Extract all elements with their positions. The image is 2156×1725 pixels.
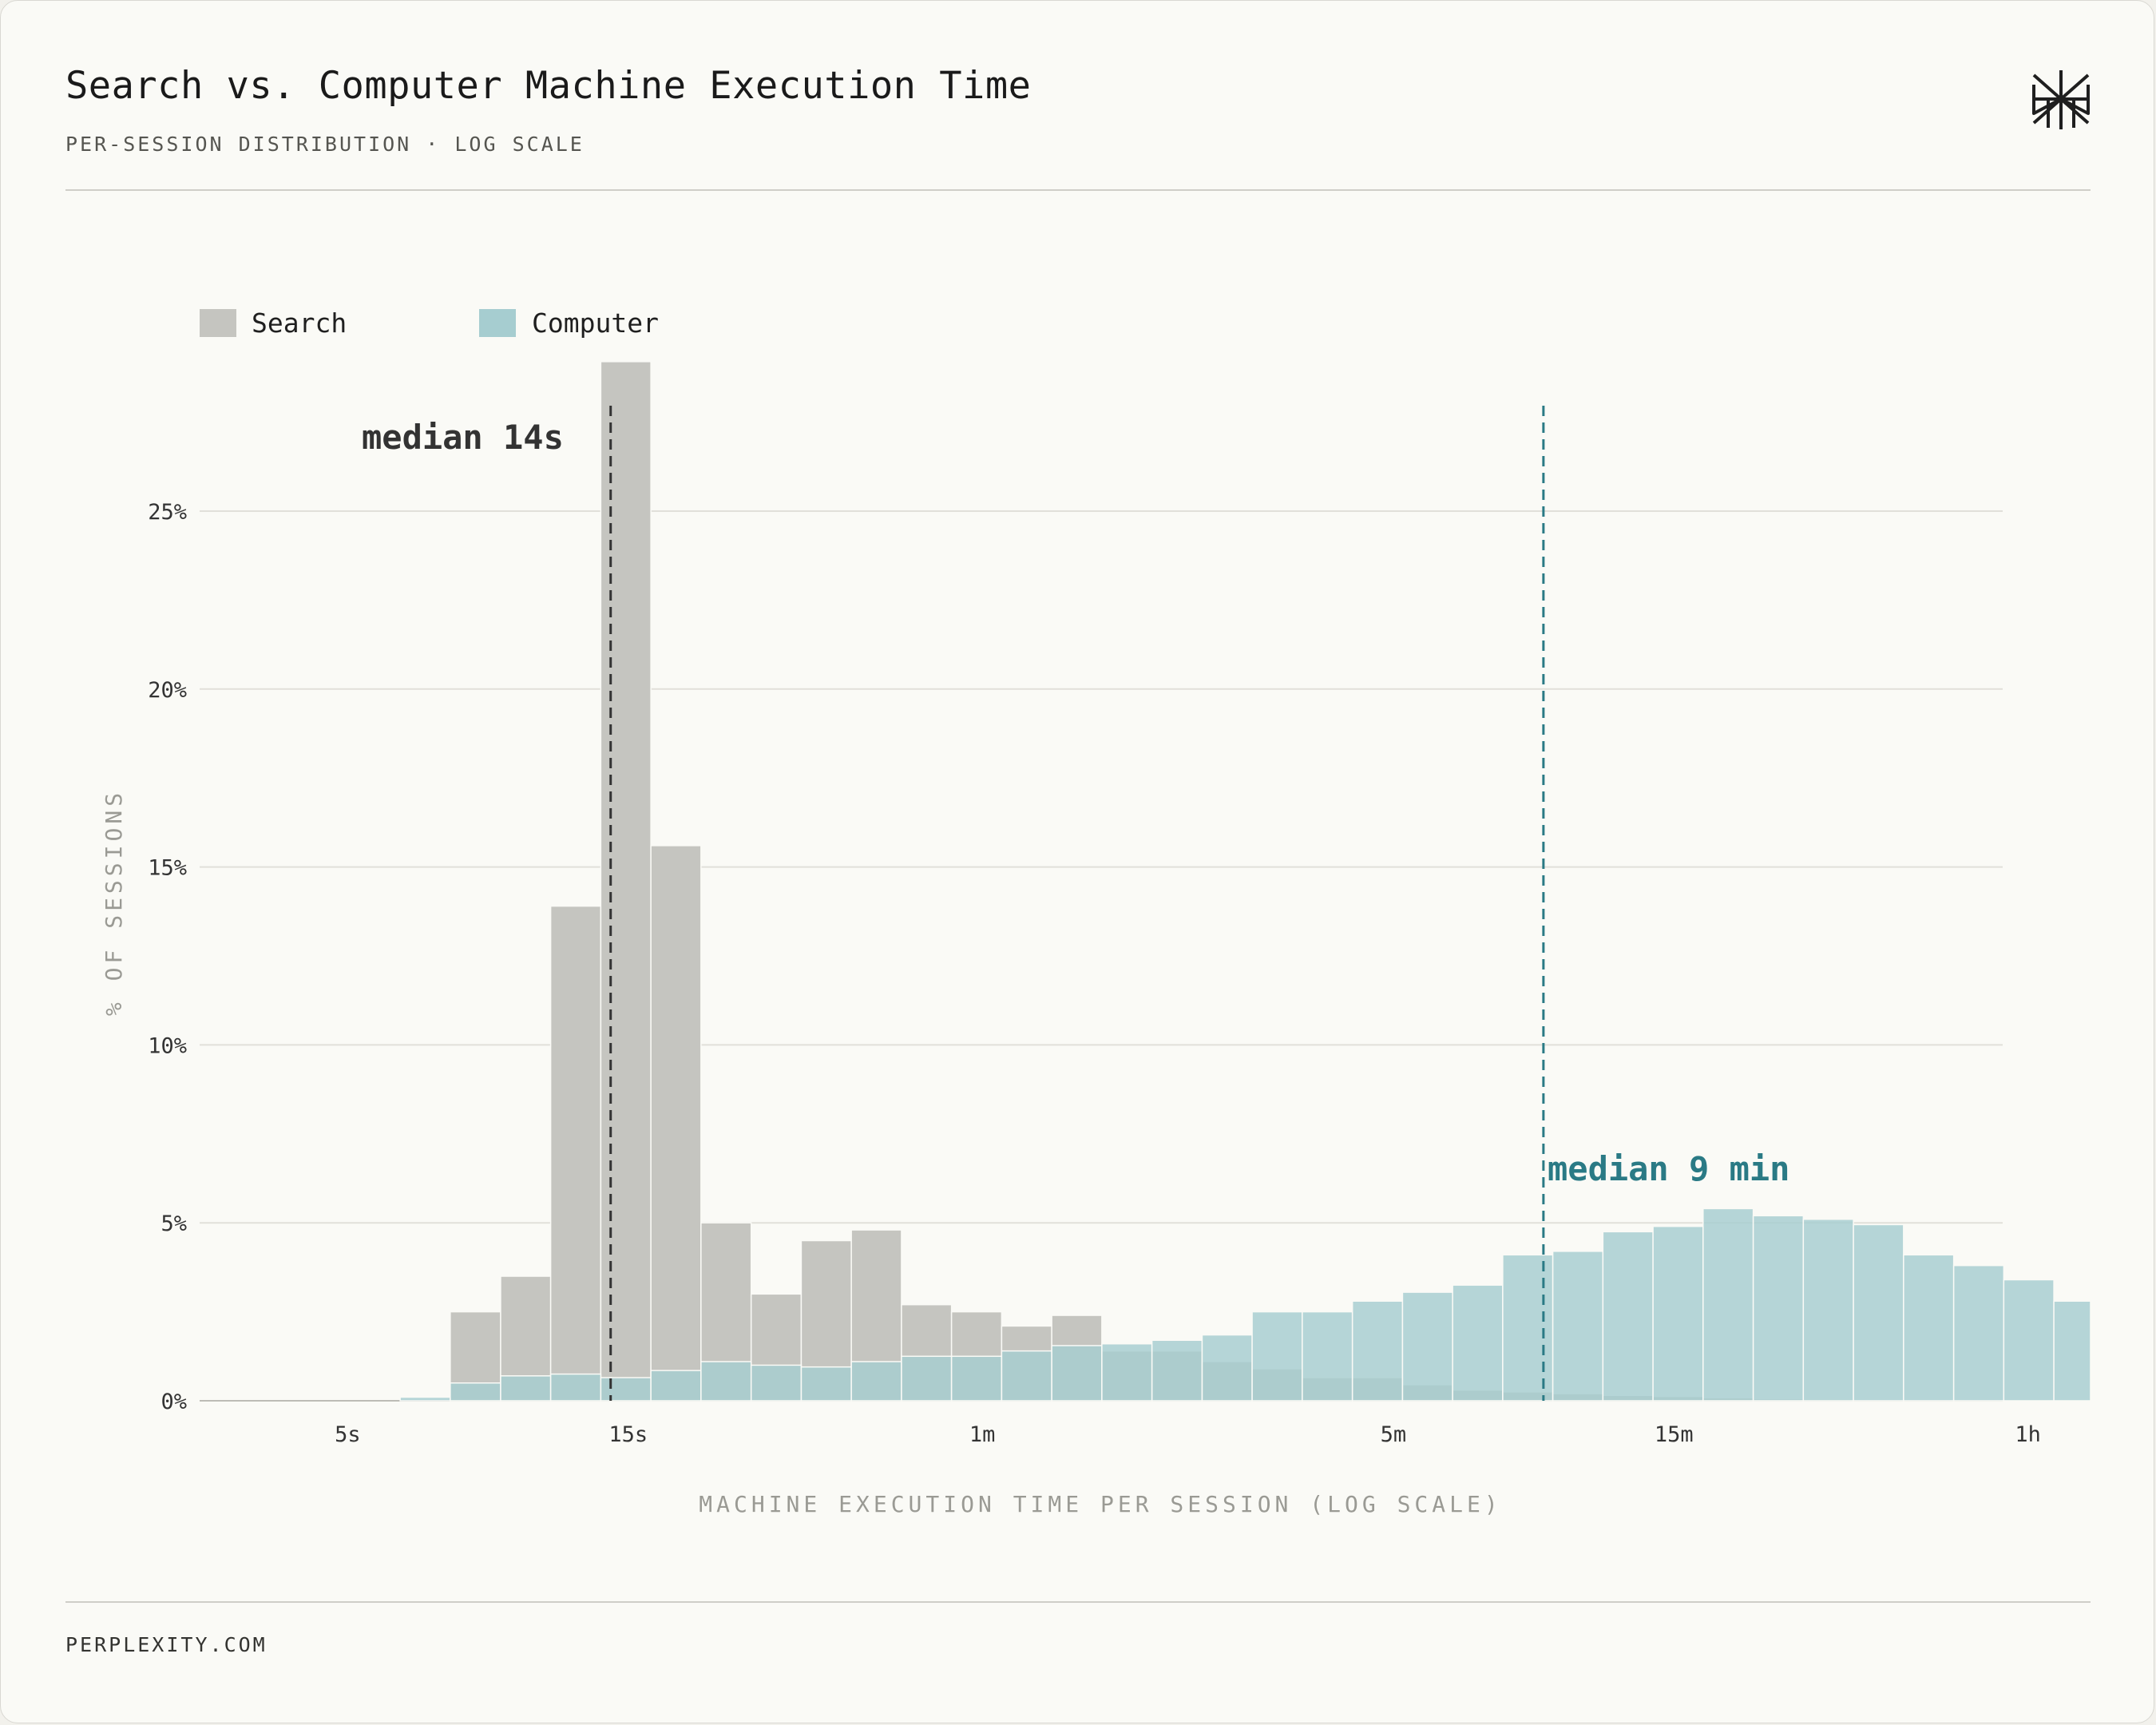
y-tick-label: 0% — [161, 1390, 187, 1414]
computer-bar — [2003, 1279, 2055, 1402]
header-divider — [65, 189, 2091, 191]
x-tick-label: 5s — [335, 1422, 361, 1447]
computer-bar — [1001, 1350, 1052, 1402]
computer-bar — [1201, 1334, 1253, 1402]
y-axis-title: % OF SESSIONS — [101, 789, 127, 1016]
search-bar — [600, 361, 652, 1402]
computer-bar — [650, 1370, 702, 1402]
computer-bar — [1903, 1254, 1955, 1402]
median-label-computer: median 9 min — [1548, 1149, 1789, 1188]
computer-bar — [1602, 1231, 1654, 1402]
computer-bar — [901, 1355, 953, 1402]
computer-bar — [399, 1396, 451, 1402]
median-label-search: median 14s — [362, 418, 564, 457]
y-tick-label: 15% — [148, 856, 187, 881]
computer-bars — [399, 1208, 2091, 1402]
computer-bar — [1652, 1225, 1704, 1402]
gridlines — [200, 510, 2003, 1402]
computer-bar — [2053, 1300, 2091, 1402]
y-axis-ticks: 0% 5% 10% 15% 20% 25% — [148, 500, 187, 1414]
legend: Search Computer — [200, 307, 659, 339]
computer-bar — [500, 1375, 552, 1402]
x-axis-ticks: 5s 15s 1m 5m 15m 1h — [335, 1422, 2041, 1447]
median-lines — [609, 406, 1545, 1401]
computer-bar — [1502, 1254, 1554, 1402]
legend-label-computer: Computer — [532, 307, 659, 339]
computer-bar — [1752, 1215, 1805, 1402]
computer-bar — [1802, 1218, 1854, 1402]
search-bar — [650, 845, 702, 1402]
computer-bar — [1251, 1311, 1303, 1402]
x-tick-label: 15s — [608, 1422, 648, 1447]
x-tick-label: 5m — [1381, 1422, 1407, 1447]
search-bar — [549, 905, 602, 1402]
computer-bar — [450, 1382, 501, 1402]
computer-bar — [1552, 1251, 1604, 1402]
computer-bar — [1853, 1223, 1904, 1402]
legend-swatch-computer — [479, 309, 516, 337]
page-title: Search vs. Computer Machine Execution Ti… — [65, 64, 1032, 108]
y-tick-label: 25% — [148, 500, 187, 525]
computer-bar — [1051, 1345, 1103, 1402]
y-tick-label: 20% — [148, 678, 187, 703]
legend-swatch-search — [200, 309, 236, 337]
x-tick-label: 15m — [1655, 1422, 1694, 1447]
x-tick-label: 1h — [2015, 1422, 2041, 1447]
computer-bar — [800, 1366, 852, 1402]
x-axis-title: MACHINE EXECUTION TIME PER SESSION (LOG … — [699, 1491, 1501, 1517]
computer-bar — [1101, 1342, 1153, 1402]
page-subtitle: PER-SESSION DISTRIBUTION · LOG SCALE — [65, 133, 585, 156]
perplexity-logo-icon — [2032, 70, 2090, 129]
computer-bar — [1952, 1264, 2005, 1402]
computer-bar — [1452, 1284, 1504, 1402]
y-tick-label: 10% — [148, 1033, 187, 1058]
computer-bar — [600, 1377, 652, 1402]
computer-bar — [1702, 1208, 1754, 1402]
computer-bar — [549, 1373, 602, 1402]
footer-divider — [65, 1601, 2091, 1603]
y-tick-label: 5% — [161, 1211, 187, 1236]
computer-bar — [750, 1364, 803, 1402]
x-tick-label: 1m — [969, 1422, 996, 1447]
computer-bar — [1401, 1291, 1453, 1402]
computer-bar — [1302, 1311, 1353, 1402]
computer-bar — [1151, 1339, 1203, 1402]
computer-bar — [950, 1355, 1003, 1402]
computer-bar — [700, 1361, 752, 1402]
footer-site: PERPLEXITY.COM — [65, 1633, 268, 1656]
computer-bar — [850, 1361, 902, 1402]
legend-label-search: Search — [252, 307, 347, 339]
computer-bar — [1351, 1300, 1404, 1402]
